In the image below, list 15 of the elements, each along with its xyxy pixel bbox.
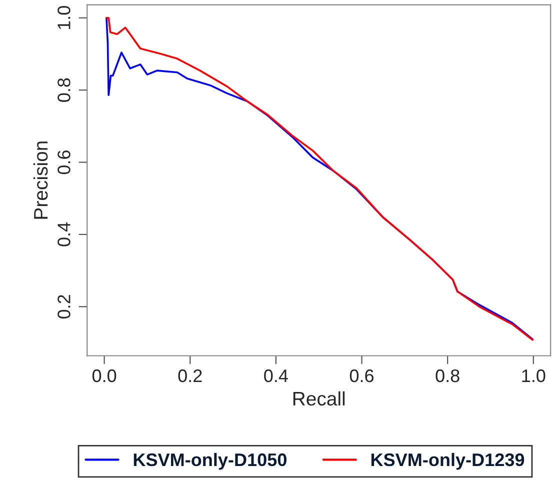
y-tick-label: 0.2: [58, 295, 70, 318]
x-tick-label: 0.0: [92, 369, 116, 382]
x-tick-label: 0.6: [350, 369, 374, 382]
legend-label: KSVM-only-D1239: [371, 452, 524, 470]
legend-label: KSVM-only-D1050: [134, 452, 286, 470]
x-axis-title: Recall: [293, 391, 345, 406]
y-tick-label: 0.6: [58, 150, 70, 174]
y-tick-label: 0.4: [58, 222, 70, 246]
x-tick-label: 0.4: [264, 369, 288, 382]
x-tick-label: 0.8: [436, 369, 460, 382]
x-tick-label: 1.0: [522, 369, 546, 382]
y-axis-title: Precision: [33, 142, 48, 219]
x-tick-label: 0.2: [178, 369, 202, 382]
y-tick-label: 0.8: [58, 78, 70, 102]
y-tick-label: 1.0: [58, 6, 70, 30]
